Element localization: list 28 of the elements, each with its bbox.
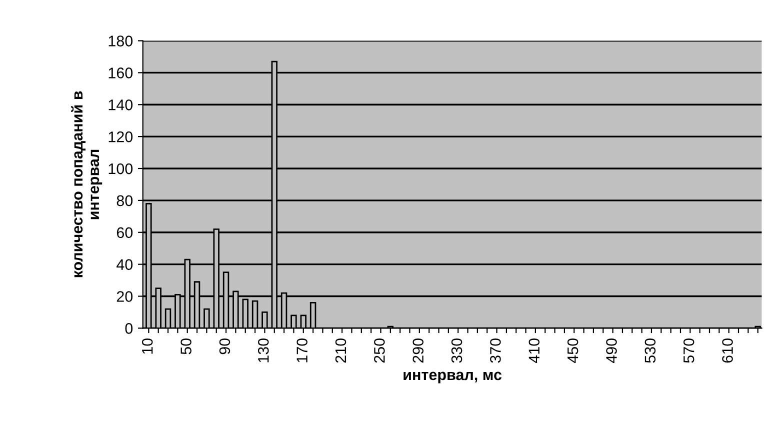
y-tick-label: 60: [116, 227, 133, 238]
x-tick-label: 10: [142, 338, 153, 354]
y-tick-label: 120: [108, 131, 133, 142]
x-tick-label: 290: [412, 338, 424, 363]
x-tick-label: 210: [335, 338, 346, 363]
y-tick-label: 180: [108, 36, 133, 46]
x-tick-label: 410: [528, 338, 540, 364]
y-tick-label: 100: [108, 163, 133, 174]
x-tick-label: 50: [180, 338, 192, 354]
x-tick-label: 130: [258, 338, 269, 362]
y-tick-label: 0: [125, 323, 133, 334]
x-tick-label: 570: [683, 338, 694, 363]
x-tick-label: 250: [374, 338, 385, 363]
x-tick-label: 530: [644, 338, 656, 363]
y-tick-label: 20: [116, 291, 133, 302]
x-tick-label: 450: [567, 338, 578, 364]
x-tick-label: 490: [606, 338, 617, 364]
y-tick-label: 140: [108, 99, 133, 110]
x-tick-label: 610: [722, 338, 733, 363]
y-axis-title: количество попаданий в интервал: [71, 91, 102, 278]
y-tick-label: 80: [116, 195, 133, 206]
x-tick-label: 170: [296, 338, 308, 362]
y-tick-label: 160: [108, 68, 133, 78]
x-tick-label: 90: [219, 338, 230, 354]
x-tick-label: 330: [451, 338, 462, 363]
y-tick-label: 40: [116, 259, 133, 270]
x-axis-title: интервал, мс: [404, 372, 502, 384]
x-tick-label: 370: [490, 338, 501, 363]
